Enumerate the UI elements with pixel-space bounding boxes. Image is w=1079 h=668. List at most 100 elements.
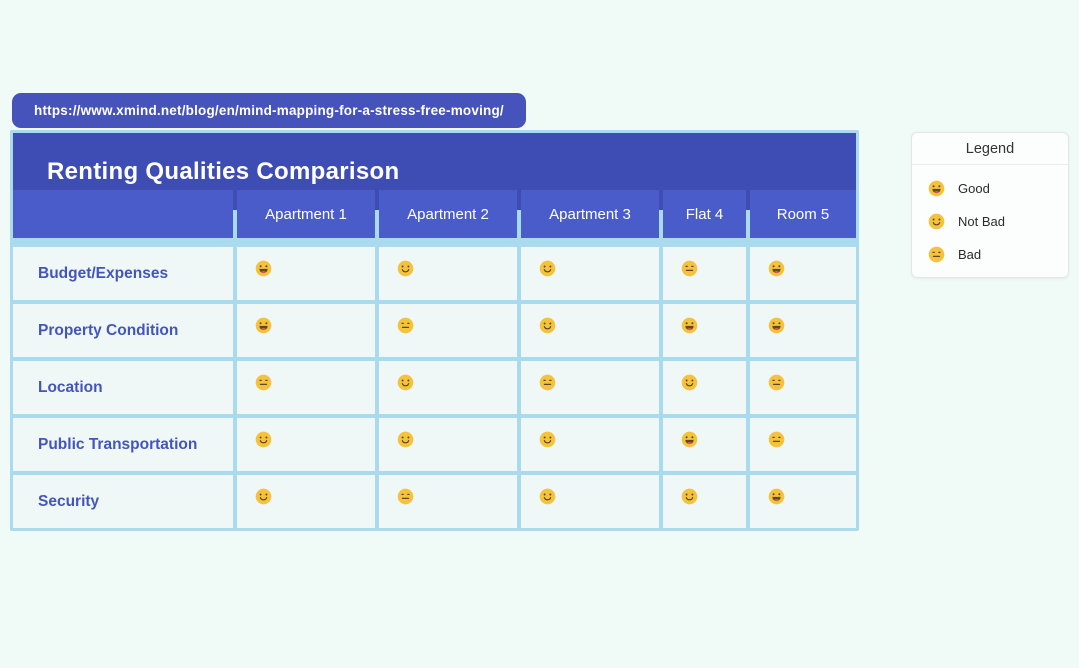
corner-cell bbox=[13, 190, 233, 238]
rating-cell bbox=[521, 247, 659, 300]
grinning-face-with-tongue-icon bbox=[768, 260, 785, 277]
rating-cell bbox=[379, 304, 517, 357]
slightly-smiling-face-icon bbox=[928, 213, 945, 230]
rating-cell bbox=[750, 475, 856, 528]
rating-cell bbox=[663, 361, 746, 414]
slightly-smiling-face-icon bbox=[539, 488, 556, 505]
legend-emoji bbox=[928, 180, 945, 197]
legend-emoji bbox=[928, 246, 945, 263]
row-label-public-transportation: Public Transportation bbox=[13, 418, 233, 471]
legend-items: Good Not Bad Bad bbox=[912, 165, 1068, 271]
neutral-face-icon bbox=[397, 317, 414, 334]
rating-emoji bbox=[397, 374, 414, 391]
column-header-apartment-1: Apartment 1 bbox=[237, 190, 375, 238]
neutral-face-icon bbox=[928, 246, 945, 263]
rating-emoji bbox=[255, 431, 272, 448]
rating-emoji bbox=[397, 431, 414, 448]
rating-emoji bbox=[397, 317, 414, 334]
legend-item-label: Not Bad bbox=[958, 214, 1005, 229]
rating-cell bbox=[521, 304, 659, 357]
rating-emoji bbox=[768, 431, 785, 448]
rating-emoji bbox=[255, 260, 272, 277]
neutral-face-icon bbox=[681, 260, 698, 277]
slightly-smiling-face-icon bbox=[539, 317, 556, 334]
rating-emoji bbox=[768, 488, 785, 505]
rating-emoji bbox=[681, 374, 698, 391]
grinning-face-with-tongue-icon bbox=[255, 317, 272, 334]
row-label-budget-expenses: Budget/Expenses bbox=[13, 247, 233, 300]
rating-cell bbox=[663, 475, 746, 528]
row-label-property-condition: Property Condition bbox=[13, 304, 233, 357]
rating-emoji bbox=[397, 488, 414, 505]
legend-item-label: Good bbox=[958, 181, 990, 196]
legend-panel: Legend Good Not Bad Bad bbox=[911, 132, 1069, 278]
slightly-smiling-face-icon bbox=[397, 374, 414, 391]
rating-cell bbox=[750, 418, 856, 471]
legend-item-notbad: Not Bad bbox=[912, 205, 1068, 238]
legend-item-label: Bad bbox=[958, 247, 982, 262]
rating-emoji bbox=[255, 317, 272, 334]
slightly-smiling-face-icon bbox=[681, 488, 698, 505]
rating-cell bbox=[663, 247, 746, 300]
rating-emoji bbox=[539, 431, 556, 448]
rating-cell bbox=[237, 418, 375, 471]
rating-cell bbox=[521, 361, 659, 414]
row-label-location: Location bbox=[13, 361, 233, 414]
neutral-face-icon bbox=[768, 374, 785, 391]
neutral-face-icon bbox=[397, 488, 414, 505]
url-link-badge[interactable]: https://www.xmind.net/blog/en/mind-mappi… bbox=[12, 93, 526, 128]
slightly-smiling-face-icon bbox=[539, 260, 556, 277]
column-header-flat-4: Flat 4 bbox=[663, 190, 746, 238]
neutral-face-icon bbox=[768, 431, 785, 448]
rating-emoji bbox=[397, 260, 414, 277]
comparison-table: Renting Qualities Comparison Apartment 1… bbox=[10, 130, 859, 531]
slightly-smiling-face-icon bbox=[255, 431, 272, 448]
slightly-smiling-face-icon bbox=[539, 431, 556, 448]
neutral-face-icon bbox=[539, 374, 556, 391]
column-header-apartment-2: Apartment 2 bbox=[379, 190, 517, 238]
rating-cell bbox=[521, 418, 659, 471]
grinning-face-with-tongue-icon bbox=[681, 431, 698, 448]
rating-cell bbox=[663, 304, 746, 357]
rating-cell bbox=[237, 304, 375, 357]
rating-emoji bbox=[768, 317, 785, 334]
rating-emoji bbox=[768, 374, 785, 391]
rating-cell bbox=[379, 418, 517, 471]
rating-emoji bbox=[255, 374, 272, 391]
grinning-face-with-tongue-icon bbox=[255, 260, 272, 277]
rating-emoji bbox=[681, 431, 698, 448]
rating-cell bbox=[379, 247, 517, 300]
grinning-face-with-tongue-icon bbox=[768, 317, 785, 334]
grinning-face-with-tongue-icon bbox=[928, 180, 945, 197]
legend-item-good: Good bbox=[912, 172, 1068, 205]
rating-cell bbox=[379, 475, 517, 528]
slightly-smiling-face-icon bbox=[397, 431, 414, 448]
rating-emoji bbox=[768, 260, 785, 277]
column-header-room-5: Room 5 bbox=[750, 190, 856, 238]
rating-cell bbox=[521, 475, 659, 528]
rating-cell bbox=[379, 361, 517, 414]
grinning-face-with-tongue-icon bbox=[768, 488, 785, 505]
neutral-face-icon bbox=[255, 374, 272, 391]
slightly-smiling-face-icon bbox=[255, 488, 272, 505]
rating-emoji bbox=[255, 488, 272, 505]
legend-emoji bbox=[928, 213, 945, 230]
grinning-face-with-tongue-icon bbox=[681, 317, 698, 334]
rating-cell bbox=[750, 304, 856, 357]
rating-cell bbox=[237, 475, 375, 528]
rating-cell bbox=[750, 361, 856, 414]
slightly-smiling-face-icon bbox=[397, 260, 414, 277]
column-header-apartment-3: Apartment 3 bbox=[521, 190, 659, 238]
rating-emoji bbox=[539, 317, 556, 334]
rating-cell bbox=[663, 418, 746, 471]
slightly-smiling-face-icon bbox=[681, 374, 698, 391]
rating-emoji bbox=[681, 488, 698, 505]
rating-emoji bbox=[681, 317, 698, 334]
rating-emoji bbox=[681, 260, 698, 277]
rating-emoji bbox=[539, 488, 556, 505]
rating-emoji bbox=[539, 374, 556, 391]
row-label-security: Security bbox=[13, 475, 233, 528]
legend-title: Legend bbox=[912, 133, 1068, 165]
rating-emoji bbox=[539, 260, 556, 277]
rating-cell bbox=[750, 247, 856, 300]
